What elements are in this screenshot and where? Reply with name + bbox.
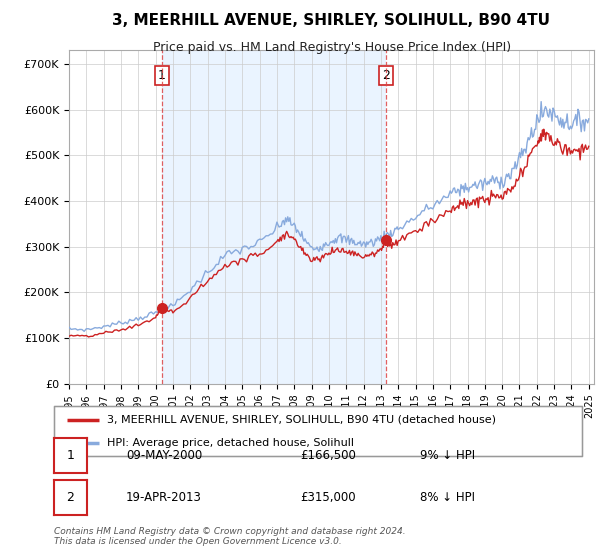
Title: 3, MEERHILL AVENUE, SHIRLEY, SOLIHULL, B90 4TU: 3, MEERHILL AVENUE, SHIRLEY, SOLIHULL, B… [113, 13, 551, 29]
Text: 3, MEERHILL AVENUE, SHIRLEY, SOLIHULL, B90 4TU (detached house): 3, MEERHILL AVENUE, SHIRLEY, SOLIHULL, B… [107, 414, 496, 424]
Text: £166,500: £166,500 [300, 449, 356, 462]
Text: 1: 1 [67, 449, 74, 462]
Text: Price paid vs. HM Land Registry's House Price Index (HPI): Price paid vs. HM Land Registry's House … [153, 41, 511, 54]
Text: 19-APR-2013: 19-APR-2013 [126, 491, 202, 504]
Text: 8% ↓ HPI: 8% ↓ HPI [420, 491, 475, 504]
Text: 2: 2 [67, 491, 74, 504]
Text: Contains HM Land Registry data © Crown copyright and database right 2024.
This d: Contains HM Land Registry data © Crown c… [54, 526, 406, 546]
Bar [162, 50, 386, 384]
Text: HPI: Average price, detached house, Solihull: HPI: Average price, detached house, Soli… [107, 438, 354, 448]
Text: 9% ↓ HPI: 9% ↓ HPI [420, 449, 475, 462]
Text: 2: 2 [382, 69, 390, 82]
Text: £315,000: £315,000 [300, 491, 356, 504]
Text: 09-MAY-2000: 09-MAY-2000 [126, 449, 202, 462]
Text: 1: 1 [158, 69, 166, 82]
